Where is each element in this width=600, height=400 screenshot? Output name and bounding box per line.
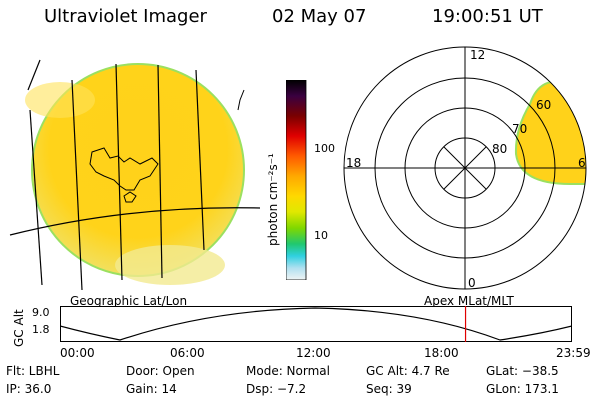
geographic-image bbox=[9, 59, 260, 291]
colorbar-unit-label: photon cm⁻²s⁻¹ bbox=[266, 153, 280, 246]
x-tick-2359: 23:59 bbox=[556, 346, 591, 360]
x-tick-0000: 00:00 bbox=[60, 346, 95, 360]
polar-plot bbox=[343, 46, 587, 290]
apex-label: Apex MLat/MLT bbox=[424, 294, 514, 308]
door-info: Door: Open bbox=[126, 364, 195, 378]
polar-label-6: 6 bbox=[578, 156, 586, 170]
ip-info: IP: 36.0 bbox=[6, 382, 52, 396]
polar-label-0: 0 bbox=[468, 276, 476, 290]
colorbar-tick-10: 10 bbox=[314, 229, 328, 242]
polar-label-18: 18 bbox=[346, 156, 362, 170]
gc-alt-info: GC Alt: 4.7 Re bbox=[366, 364, 450, 378]
time-label: 19:00:51 UT bbox=[432, 6, 543, 27]
dsp-info: Dsp: −7.2 bbox=[246, 382, 307, 396]
gain-info: Gain: 14 bbox=[126, 382, 177, 396]
geographic-label: Geographic Lat/Lon bbox=[70, 294, 188, 308]
imager-title: Ultraviolet Imager bbox=[44, 6, 207, 27]
x-tick-1800: 18:00 bbox=[424, 346, 459, 360]
polar-ring-70: 70 bbox=[512, 122, 528, 136]
x-tick-0600: 06:00 bbox=[170, 346, 205, 360]
gc-alt-plot bbox=[60, 306, 572, 342]
polar-ring-80: 80 bbox=[492, 142, 508, 156]
glat-info: GLat: −38.5 bbox=[486, 364, 559, 378]
x-tick-1200: 12:00 bbox=[296, 346, 331, 360]
gc-alt-ylabel: GC Alt bbox=[12, 309, 26, 347]
gc-alt-ymax: 9.0 bbox=[32, 306, 50, 319]
mode-info: Mode: Normal bbox=[246, 364, 330, 378]
glon-info: GLon: 173.1 bbox=[486, 382, 559, 396]
polar-ring-60: 60 bbox=[536, 98, 552, 112]
colorbar bbox=[286, 80, 307, 280]
seq-info: Seq: 39 bbox=[366, 382, 412, 396]
date-label: 02 May 07 bbox=[272, 6, 367, 27]
gc-alt-ymin: 1.8 bbox=[32, 323, 50, 336]
flt-info: Flt: LBHL bbox=[6, 364, 60, 378]
polar-label-12: 12 bbox=[470, 48, 486, 62]
colorbar-tick-100: 100 bbox=[314, 142, 335, 155]
